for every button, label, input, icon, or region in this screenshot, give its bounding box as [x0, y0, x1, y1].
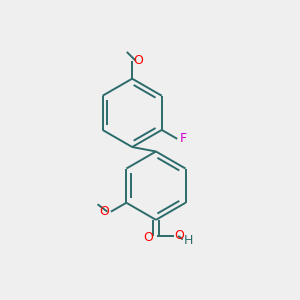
Text: H: H — [184, 234, 194, 247]
Text: O: O — [144, 231, 154, 244]
Text: O: O — [174, 230, 184, 242]
Text: F: F — [180, 132, 187, 146]
Text: O: O — [100, 205, 110, 218]
Text: O: O — [134, 54, 143, 67]
